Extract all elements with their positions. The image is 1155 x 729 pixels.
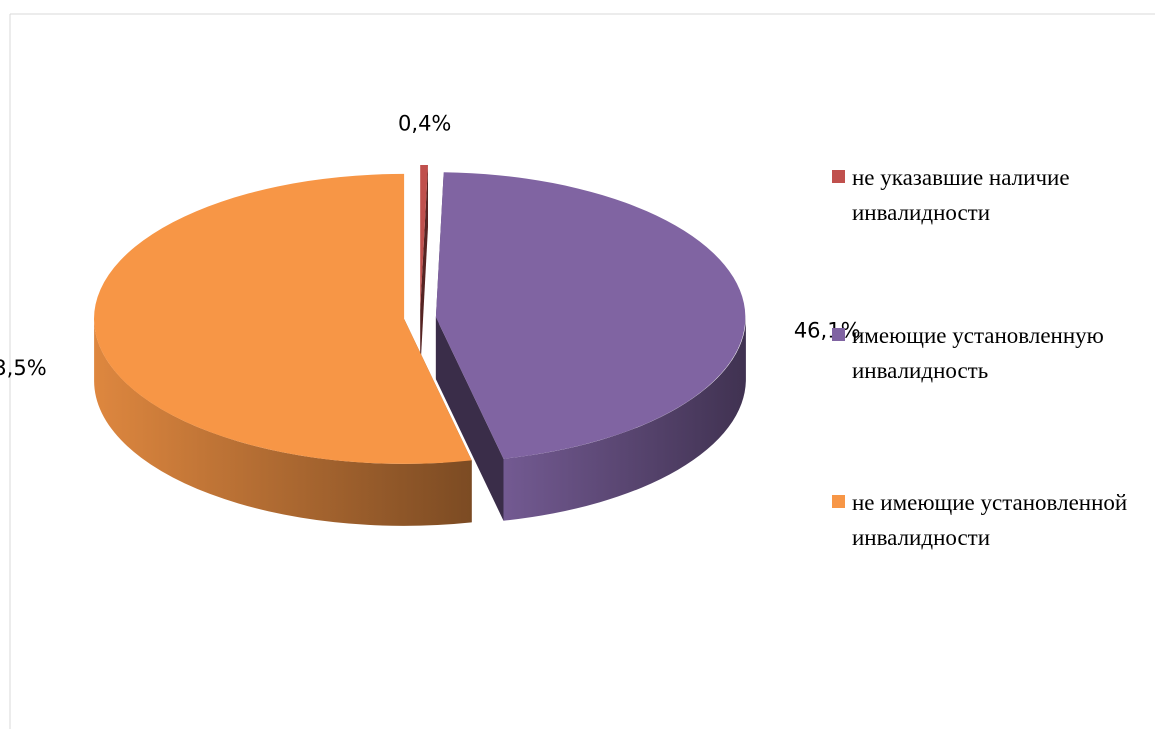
- legend-swatch: [832, 170, 845, 183]
- legend-label: имеющие установленную инвалидность: [852, 323, 1104, 383]
- legend-swatch: [832, 328, 845, 341]
- slice: [435, 172, 746, 459]
- legend-label: не имеющие установленной инвалидности: [852, 490, 1128, 550]
- legend-item: не имеющие установленной инвалидности: [832, 485, 1132, 555]
- legend-label: не указавшие наличие инвалидности: [852, 165, 1070, 225]
- slice: [93, 173, 472, 464]
- legend-item: не указавшие наличие инвалидности: [832, 160, 1132, 230]
- slice-wall: [435, 317, 504, 521]
- data-label: 46,1%: [794, 318, 861, 342]
- data-label: 53,5%: [0, 356, 47, 380]
- slice-wall: [420, 165, 428, 372]
- legend-item: имеющие установленную инвалидность: [832, 318, 1132, 388]
- slice-side: [94, 318, 472, 526]
- legend-swatch: [832, 495, 845, 508]
- slice: [420, 164, 428, 310]
- slice-side: [503, 317, 746, 521]
- data-label: 0,4%: [398, 112, 451, 136]
